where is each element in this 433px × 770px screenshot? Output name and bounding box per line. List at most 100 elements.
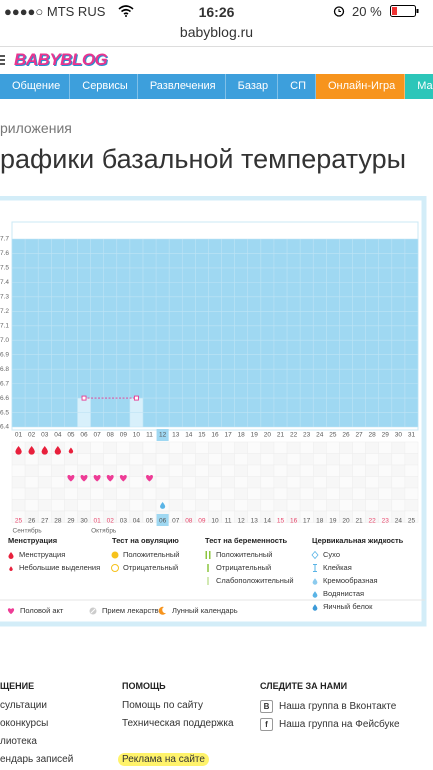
footer-link[interactable]: Реклама на сайте [118,753,209,766]
grid-cell [352,499,366,512]
footer-link-row[interactable]: сультации [0,700,47,711]
clock: 16:26 [198,4,235,20]
grid-cell [326,476,340,489]
grid-cell [260,464,275,477]
footer-link-row[interactable]: B Наша группа в Вконтакте [260,700,396,713]
nav-item[interactable]: Сервисы [70,74,138,99]
footer-link-row[interactable]: Техническая поддержка [122,718,234,729]
grid-cell [182,499,196,512]
nav-item[interactable]: Мамы-эксперт [405,74,433,99]
cycle-day: 04 [54,432,62,439]
grid-cell [24,453,39,466]
grid-cell [352,453,366,466]
grid-cell [208,464,222,477]
grid-cell [404,499,419,512]
legend-item: Кремообразная [323,576,378,585]
grid-cell [273,453,288,466]
grid-cell [182,453,196,466]
cycle-day: 22 [290,432,298,439]
grid-cell [312,453,327,466]
footer-icon: B [260,700,273,713]
grid-cell [103,464,118,477]
footer-link[interactable]: оконкурсы [0,718,49,729]
nav-item[interactable]: Общение [0,74,71,99]
grid-cell [339,476,353,489]
breadcrumb[interactable]: риложения [0,120,72,136]
date: 05 [146,518,154,525]
month: Октябрь [91,527,117,535]
footer-link-row[interactable]: оконкурсы [0,718,48,729]
grid-cell [103,487,118,500]
grid-cell [37,464,52,477]
footer-link-row[interactable]: лиотека [0,736,37,747]
footer-link[interactable]: Наша группа в Вконтакте [279,701,397,713]
footer-link[interactable]: лиотека [0,736,37,747]
cycle-day: 10 [133,432,141,439]
grid-cell [234,476,248,489]
grid-cell [286,453,301,466]
grid-cell [182,487,196,500]
footer-link[interactable]: Помощь по сайту [122,700,203,711]
grid-cell [234,487,248,500]
grid-cell [103,441,118,454]
intercourse-mark [93,474,101,482]
grid-cell [221,487,235,500]
nav-item[interactable]: СП [278,74,316,99]
grid-cell [51,499,65,512]
footer-link[interactable]: сультации [0,700,47,711]
grid-cell [391,464,406,477]
grid-cell [168,453,183,466]
date: 17 [303,518,311,525]
grid-cell [195,476,209,489]
current-date-highlight [156,514,169,526]
grid-cell [391,487,406,500]
grid-cell [286,441,301,454]
grid-cell [247,453,262,466]
footer-title: ПОМОЩЬ [122,681,166,691]
legend-icon [312,591,318,598]
grid-cell [299,487,314,500]
date: 01 [94,518,102,525]
grid-cell [90,441,104,454]
url[interactable]: babyblog.ru [179,24,254,40]
footer-link-row[interactable]: Реклама на сайте [118,753,209,766]
footer-link-row[interactable]: ендарь записей [0,754,73,765]
y-tick-label: 7.3 [0,294,9,301]
grid-cell [208,441,222,454]
grid-cell [103,453,118,466]
footer-icon: f [260,718,273,731]
date: 03 [120,518,128,525]
cycle-day: 30 [395,432,403,439]
menstruation-mark [28,446,35,455]
grid-cell [247,464,262,477]
grid-cell [286,499,301,512]
grid-cell [339,499,353,512]
nav-item[interactable]: Развлечения [138,74,226,99]
logo[interactable]: BABYBLOG [14,50,108,69]
grid-cell [352,464,366,477]
legend-item: Небольшие выделения [19,563,100,572]
footer-link[interactable]: Техническая поддержка [122,718,234,729]
grid-cell [90,487,104,500]
grid-cell [299,453,314,466]
menu-icon[interactable] [0,54,8,66]
cycle-day: 08 [107,432,115,439]
grid-cell [273,499,288,512]
grid-cell [260,487,275,500]
nav-item[interactable]: Базар [226,74,279,99]
footer-link[interactable]: Наша группа на Фейсбуке [279,719,400,731]
date: 09 [198,518,206,525]
grid-cell [168,499,183,512]
cycle-day: 25 [329,432,337,439]
grid-cell [195,464,209,477]
footer-link-row[interactable]: f Наша группа на Фейсбуке [260,718,400,731]
footer-link-row[interactable]: Помощь по сайту [122,700,203,711]
cycle-day: 20 [264,432,272,439]
grid-cell [77,453,91,466]
footer-title: СЛЕДИТЕ ЗА НАМИ [260,681,348,691]
date: 28 [54,518,62,525]
nav-item[interactable]: Онлайн-Игра [315,74,406,99]
battery-text: 20 % [352,4,382,19]
footer-link[interactable]: ендарь записей [0,754,74,765]
cycle-day: 13 [172,432,180,439]
